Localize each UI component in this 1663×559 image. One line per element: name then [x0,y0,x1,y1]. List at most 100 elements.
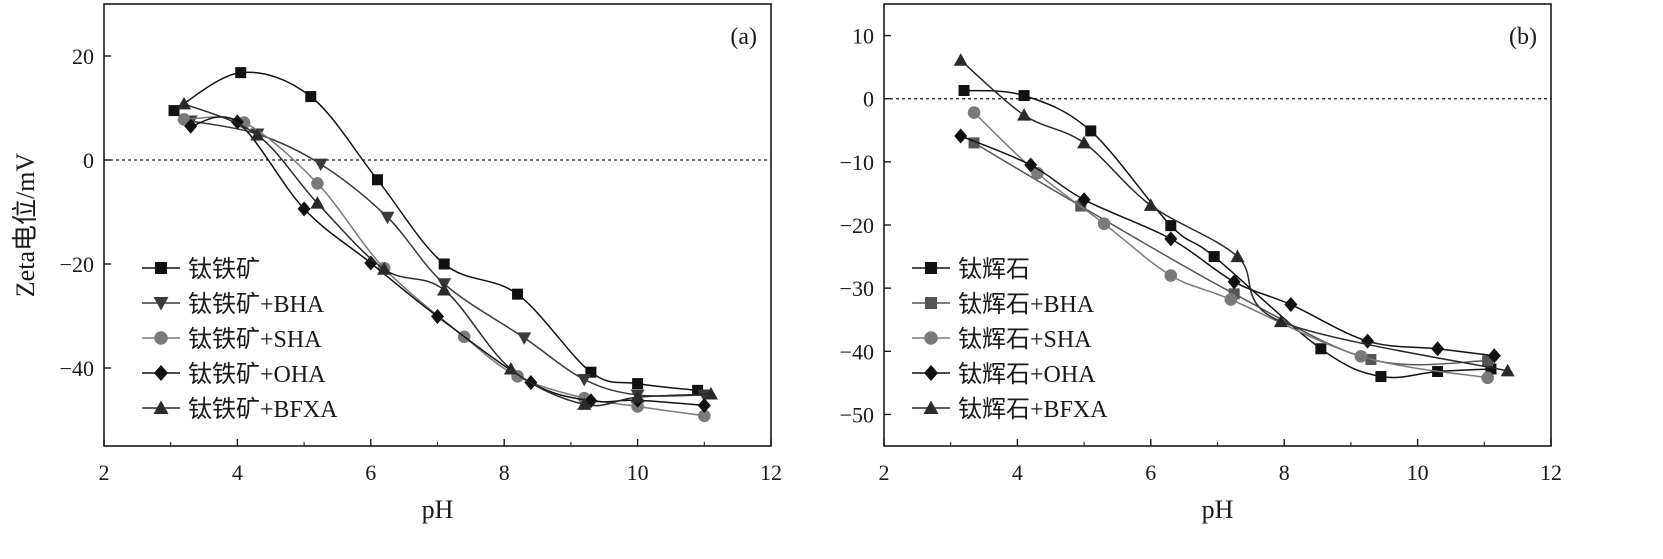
legend-marker [153,400,169,414]
x-tick-label: 2 [879,460,890,485]
y-tick-label: 0 [863,87,874,112]
data-point [1482,355,1494,367]
legend-marker [155,262,167,274]
data-point [380,211,395,225]
y-tick-label: −20 [60,252,94,277]
data-point [297,201,311,217]
legend-marker [924,365,938,381]
legend-entry: 钛铁矿+BFXA [142,396,338,423]
y-tick-label: −40 [60,356,94,381]
legend-marker [154,331,168,345]
data-point [1164,231,1178,247]
x-tick-label: 12 [760,460,782,485]
data-point [235,67,247,79]
data-point [1375,371,1387,383]
data-point [1085,125,1097,137]
legend-marker [923,400,939,414]
data-point [1284,297,1298,313]
legend-marker [925,297,937,309]
legend-label: 钛辉石+OHA [958,361,1096,388]
data-point [697,397,711,413]
data-point [437,283,452,296]
legend-label: 钛辉石 [958,256,1030,283]
data-point [630,390,645,403]
data-point [1017,108,1032,121]
data-point [1481,371,1494,385]
data-point [250,128,265,141]
data-point [954,128,968,144]
data-point [1228,288,1240,300]
series-p2-3 [967,106,1494,385]
data-point [177,96,192,110]
data-point [377,262,392,275]
x-tick-label: 8 [1279,460,1290,485]
y-tick-label: −30 [840,276,874,301]
data-point [1315,343,1327,355]
legend-marker [154,365,168,381]
data-point [438,258,450,270]
data-point [371,174,383,186]
data-point [1361,333,1375,349]
data-point [1230,249,1245,263]
x-tick-label: 2 [99,460,110,485]
data-point [1487,348,1501,364]
legend-entry: 钛铁矿+OHA [142,361,326,388]
data-point [1273,314,1288,328]
legend-entry: 钛辉石 [912,256,1030,283]
data-point [1018,90,1030,102]
x-axis-title: pH [1202,495,1234,524]
x-tick-label: 8 [499,460,510,485]
y-tick-label: −40 [840,339,874,364]
data-point [184,118,198,134]
panel-label: (b) [1509,24,1537,50]
series-line [960,59,1508,372]
data-point [585,366,597,378]
legend-label: 钛铁矿+BHA [188,291,325,318]
legend-entry: 钛辉石+BHA [912,291,1095,318]
legend-label: 钛辉石+SHA [958,326,1092,353]
data-point [311,177,324,190]
legend-label: 钛辉石+BFXA [958,396,1108,423]
data-point [1485,363,1497,375]
data-point [953,53,968,66]
data-point [512,288,524,300]
y-tick-label: 0 [83,148,94,173]
legend-label: 钛铁矿 [188,256,260,283]
data-point [313,158,328,172]
data-point [305,91,317,103]
legend-entry: 钛铁矿+BHA [142,291,325,318]
data-point [703,387,718,400]
legend-entry: 钛辉石+OHA [912,361,1096,388]
x-tick-label: 12 [1540,460,1562,485]
legend-entry: 钛铁矿 [142,256,260,283]
panel-label: (a) [730,24,757,50]
data-point [177,113,191,126]
y-tick-label: −10 [840,150,874,175]
x-tick-label: 10 [627,460,649,485]
x-tick-label: 4 [232,460,243,485]
data-point [1024,157,1038,173]
data-point [1431,341,1445,357]
series-line [183,103,712,407]
data-point [1077,135,1092,149]
data-point [1165,220,1177,232]
legend-marker [924,331,938,345]
legend-label: 钛铁矿+OHA [188,361,326,388]
series-p1-1 [168,67,704,396]
legend-marker [153,297,169,311]
legend-entry: 钛铁矿+SHA [142,326,322,353]
data-point [1097,217,1111,231]
data-point [958,85,970,97]
y-axis-title-left: Zeta电位/mV [11,153,40,298]
legend-entry: 钛辉石+BFXA [912,396,1108,423]
series-p2-4 [954,128,1501,364]
series-p1-5 [177,96,718,410]
data-point [632,378,644,390]
data-point [503,362,518,375]
data-point [577,397,592,410]
data-point [431,309,444,325]
data-point [692,384,704,396]
panel-b-chart: 2 4 6 8 10 12 10 0 −10 −20 −30 −40 −50 pH (b) 钛辉石钛辉石+BH… [840,3,1562,524]
series-p2-5 [953,53,1515,377]
